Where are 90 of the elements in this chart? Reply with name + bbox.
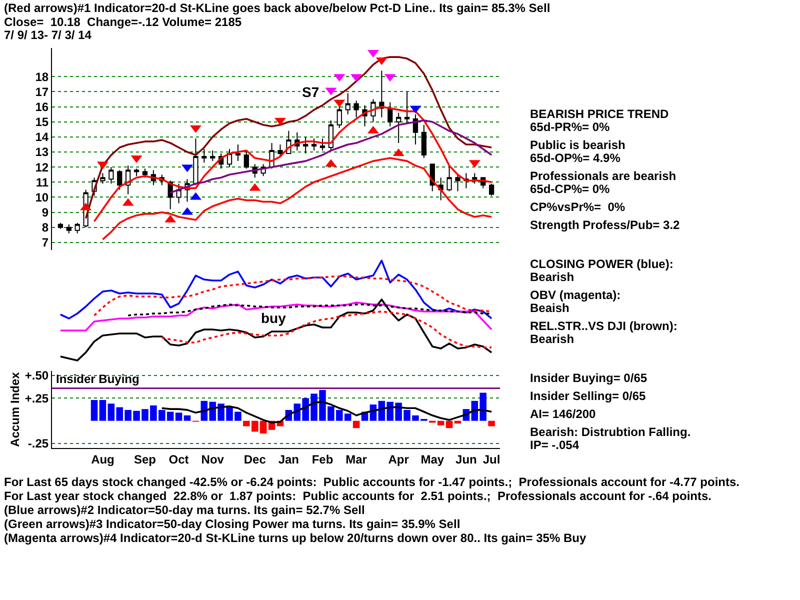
y-tick-label: 15 bbox=[35, 115, 49, 130]
candlestick bbox=[193, 138, 198, 186]
candlestick bbox=[303, 136, 308, 154]
candlestick bbox=[396, 112, 402, 144]
text: Public is bearish 65d-OP%= 4.9% bbox=[530, 138, 626, 165]
y-tick-label: 10 bbox=[35, 190, 49, 204]
y-tick-label: -.25 bbox=[28, 436, 49, 451]
x-tick-label: Jun bbox=[456, 452, 477, 466]
candlestick bbox=[100, 172, 106, 184]
y-tick-label: 17 bbox=[35, 84, 49, 99]
text: For Last year stock changed 22.8% or 1.87 points: Public accounts for 2.51 points.; Professionals account for -.64 points. bbox=[4, 489, 712, 503]
text: CLOSING POWER (blue): Bearish bbox=[530, 257, 674, 284]
text: Insider Buying= 0/65 bbox=[530, 371, 648, 385]
text: (Magenta arrows)#4 Indicator=20-d St-KLine turns up below 20/turns down over 80.. Its gain= 35% Buy bbox=[4, 531, 586, 545]
annotation: buy bbox=[261, 310, 286, 326]
candlestick bbox=[66, 224, 72, 234]
candlestick bbox=[446, 166, 452, 192]
candlestick bbox=[278, 144, 283, 158]
candlestick bbox=[336, 104, 342, 128]
line-series bbox=[93, 106, 492, 222]
x-tick-label: May bbox=[420, 452, 444, 466]
candlestick bbox=[388, 102, 393, 127]
candlestick bbox=[320, 138, 326, 152]
y-tick-label: 11 bbox=[36, 175, 49, 190]
text: BEARISH PRICE TREND 65d-PR%= 0% bbox=[530, 107, 669, 134]
x-tick-label: Oct bbox=[168, 452, 189, 466]
y-tick-label: 16 bbox=[35, 100, 49, 114]
annotation: S7 bbox=[302, 84, 320, 100]
line-series bbox=[169, 119, 492, 194]
x-tick-label: Dec bbox=[244, 452, 266, 466]
candlestick bbox=[235, 144, 241, 162]
candlestick bbox=[58, 222, 64, 230]
bar bbox=[488, 420, 495, 426]
candlestick bbox=[202, 148, 207, 164]
candlestick bbox=[404, 91, 410, 122]
candlestick bbox=[210, 150, 216, 162]
y-tick-label: 8 bbox=[42, 220, 49, 235]
y-tick-label: 13 bbox=[35, 145, 49, 160]
chart-subtitle: Close= 10.18 Change=-.12 Volume= 2185 7/ 9/ 13- 7/ 3/ 14 bbox=[4, 15, 242, 42]
bar bbox=[99, 400, 106, 421]
candlestick bbox=[176, 183, 182, 204]
x-tick-label: Apr bbox=[388, 452, 410, 466]
bar bbox=[90, 400, 98, 421]
x-tick-label: Nov bbox=[201, 452, 224, 466]
candlestick bbox=[488, 183, 494, 196]
candlestick bbox=[421, 124, 426, 159]
y-tick-label: 9 bbox=[42, 206, 49, 220]
y-tick-label: 7 bbox=[42, 236, 49, 250]
candlestick bbox=[472, 172, 478, 184]
text: Strength Profess/Pub= 3.2 bbox=[530, 218, 680, 232]
y-tick-label: +.50 bbox=[24, 368, 49, 383]
candlestick bbox=[354, 100, 359, 118]
text: For Last 65 days stock changed -42.5% or -6.24 points: Public accounts for -1.47 points.; Professionals account for -4.77 points. bbox=[4, 475, 740, 489]
x-tick-label: Feb bbox=[312, 452, 334, 466]
chart-title: (Red arrows)#1 Indicator=20-d St-KLine goes back above/below Pct-D Line.. Its gain= 85.3% Sell bbox=[4, 1, 550, 15]
y-tick-label: 18 bbox=[35, 70, 49, 84]
y-tick-label: +.25 bbox=[24, 391, 49, 406]
bar bbox=[446, 420, 453, 428]
x-tick-label: Jul bbox=[482, 452, 500, 466]
x-tick-label: Aug bbox=[91, 452, 114, 466]
candlestick bbox=[311, 138, 317, 152]
x-tick-label: Jan bbox=[278, 452, 300, 466]
candlestick bbox=[108, 166, 114, 184]
candlestick bbox=[455, 174, 460, 192]
candlestick bbox=[244, 152, 249, 170]
text: Bearish: Distrubtion Falling. IP= -.054 bbox=[530, 425, 691, 452]
text: CP%vsPr%= 0% bbox=[530, 200, 626, 214]
text: AI= 146/200 bbox=[530, 407, 596, 421]
text: Insider Selling= 0/65 bbox=[530, 389, 646, 403]
x-tick-label: Sep bbox=[134, 452, 156, 466]
y-tick-label: 12 bbox=[35, 160, 49, 174]
y-tick-label: 14 bbox=[35, 130, 49, 144]
candlestick bbox=[74, 222, 80, 234]
candlestick bbox=[142, 168, 148, 178]
candlestick bbox=[345, 92, 350, 115]
bar bbox=[175, 412, 182, 421]
line-series bbox=[84, 56, 492, 220]
x-tick-label: Mar bbox=[346, 452, 368, 466]
text: (Blue arrows)#2 Indicator=50-day ma turns. Its gain= 52.7% Sell bbox=[4, 503, 365, 517]
text: OBV (magenta): Beaish bbox=[530, 288, 621, 315]
bar bbox=[184, 415, 191, 421]
bar bbox=[352, 420, 360, 428]
ref-line-label: Insider Buying bbox=[56, 372, 140, 386]
text: REL.STR..VS DJI (brown): Bearish bbox=[530, 319, 678, 346]
candlestick bbox=[117, 170, 122, 190]
candlestick bbox=[134, 168, 140, 177]
text: Professionals are bearish 65d-CP%= 0% bbox=[530, 169, 676, 196]
line-series bbox=[160, 400, 492, 424]
y-axis-title: Accum Index bbox=[8, 372, 22, 447]
text: (Green arrows)#3 Indicator=50-day Closing Power ma turns. Its gain= 35.9% Sell bbox=[4, 517, 460, 531]
